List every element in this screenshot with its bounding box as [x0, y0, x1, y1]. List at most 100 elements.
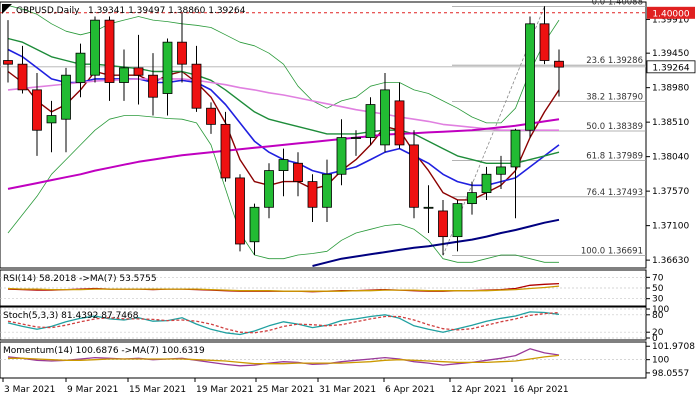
price-panel-title: GBPUSD,Daily: [16, 6, 80, 16]
indicator-tick-label: 100: [652, 305, 669, 315]
indicator-tick-label: 30: [652, 295, 664, 305]
price-panel-ohlc: 1.39341 1.39497 1.38860 1.39264: [88, 6, 246, 16]
indicator-tick-label: 20: [652, 328, 664, 338]
candle-body: [249, 206, 260, 243]
date-axis-tick-label: 31 Mar 2021: [319, 385, 376, 395]
candle-body: [496, 166, 506, 175]
candle-body: [467, 192, 477, 205]
candle-body: [220, 123, 231, 179]
indicator-tick-label: 100: [652, 356, 669, 366]
bollinger-lower-line: [7, 115, 559, 263]
price-axis-tick-label: 1.39450: [652, 49, 689, 59]
indicator-series-line: [8, 354, 560, 365]
fib-level-label: 76.4 1.37493: [586, 188, 643, 198]
fib-level-label: 50.0 1.38389: [586, 122, 643, 132]
rsi-panel-title: RSI(14) 58.2018 ->MA(7) 53.5755: [3, 274, 157, 284]
candle-body: [119, 67, 129, 83]
candle-body: [133, 67, 144, 76]
candle-body: [162, 41, 173, 94]
candle-body: [235, 177, 245, 245]
candle-body: [336, 137, 347, 175]
price-axis-tick-label: 1.38040: [652, 153, 689, 163]
candle-body: [525, 23, 535, 131]
price-axis-tick-label: 1.38980: [652, 84, 689, 94]
momentum-panel-title: Momentum(14) 100.6876 ->MA(7) 100.6319: [3, 346, 205, 356]
candle-body: [104, 19, 115, 83]
candle-body: [191, 63, 202, 109]
momentum-panel-marks: 101.9708 100 98.0557: [0, 342, 695, 379]
candle-body: [539, 23, 550, 61]
candle-body: [293, 162, 303, 183]
current-price-label: 1.39264: [652, 63, 689, 73]
moving-average-line: [7, 118, 560, 190]
candle-body: [365, 104, 376, 138]
price-panel: 0.0 1.40088 23.6 1.39286 38.2 1.38790 50.0 …: [0, 0, 647, 269]
date-axis-tick-label: 3 Mar 2021: [4, 385, 55, 395]
candle-body: [307, 181, 318, 208]
date-axis-tick-label: 9 Mar 2021: [67, 385, 118, 395]
price-axis-tick-label: 1.37570: [652, 187, 689, 197]
indicator-tick-label: 70: [652, 273, 664, 283]
candle-body: [46, 115, 57, 124]
indicator-series-line: [7, 285, 560, 292]
date-axis-tick-label: 6 Apr 2021: [385, 385, 435, 395]
stoch-panel-title: Stoch(5,3,3) 81.4392 87.7468: [3, 311, 139, 321]
candle-body: [510, 129, 521, 168]
candle-body: [409, 144, 419, 208]
price-panel-corner-marker: [2, 4, 12, 14]
date-axis-tick-label: 12 Apr 2021: [451, 385, 507, 395]
candle-body: [148, 74, 158, 98]
candle-body: [75, 52, 86, 83]
candle-body: [264, 170, 274, 208]
momentum-panel: 101.9708 100 98.0557 Momentum(14) 100.6876…: [0, 341, 695, 379]
candle-body: [278, 159, 289, 171]
candle-body: [61, 74, 71, 120]
resistance-price-label: 1.40000: [652, 9, 689, 19]
date-axis-tick-label: 16 Apr 2021: [513, 385, 569, 395]
fib-level-label: 61.8 1.37989: [586, 151, 643, 161]
fib-level-label: 23.6 1.39286: [586, 56, 643, 66]
price-axis-tick-label: 1.39910: [652, 15, 689, 25]
candle-body: [554, 60, 564, 68]
momentum-panel-frame: [0, 341, 647, 379]
candle-body: [32, 89, 42, 131]
indicator-tick-label: 80: [652, 311, 664, 321]
moving-average-line: [312, 218, 560, 267]
indicator-tick-label: 0: [652, 334, 658, 344]
moving-average-line: [7, 78, 559, 131]
candle-body: [438, 210, 448, 238]
price-axis-tick-label: 1.36630: [652, 256, 689, 266]
candle-body: [177, 41, 187, 65]
candle-body: [3, 60, 13, 65]
indicator-tick-label: 98.0557: [652, 369, 689, 379]
candle-body: [394, 100, 405, 146]
indicator-series-line: [7, 311, 560, 334]
price-axis-tick-label: 1.38510: [652, 118, 689, 128]
indicator-tick-label: 101.9708: [652, 342, 695, 352]
date-axis-tick-label: 25 Mar 2021: [257, 385, 314, 395]
date-axis: 3 Mar 2021 9 Mar 2021 15 Mar 2021 19 Mar 20…: [2, 378, 569, 395]
fib-level-label: 100.0 1.36691: [581, 247, 643, 257]
date-axis-tick-label: 19 Mar 2021: [196, 385, 253, 395]
price-axes: 1.39910 1.39450 1.38980 1.38510 1.38040 1.375…: [646, 6, 696, 266]
indicator-series-line: [7, 311, 560, 336]
candle-body: [17, 63, 28, 91]
price-axis-tick-label: 1.37100: [652, 222, 689, 232]
candle-body: [481, 173, 492, 194]
candle-body: [452, 203, 463, 238]
candle-body: [90, 19, 100, 76]
candle-body: [322, 173, 332, 208]
candle-body: [380, 89, 390, 146]
candle-body: [423, 206, 434, 209]
fib-level-label: 0.0 1.40088: [592, 0, 643, 7]
current-price-box: [646, 60, 696, 74]
fib-level-label: 38.2 1.38790: [586, 93, 643, 103]
date-axis-tick-label: 15 Mar 2021: [129, 385, 186, 395]
resistance-price-box: [647, 6, 695, 19]
indicator-tick-label: 50: [652, 284, 664, 294]
